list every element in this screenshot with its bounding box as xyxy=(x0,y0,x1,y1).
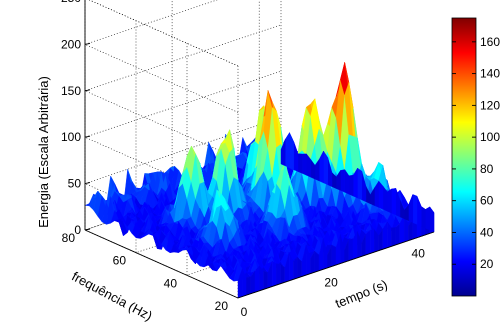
colorbar-ticks: 20 40 60 80 100 120 140 160 xyxy=(452,35,500,271)
colorbar-tick-label: 100 xyxy=(480,130,500,144)
y-tick-label: 20 xyxy=(215,299,229,313)
surface-skirt xyxy=(391,188,396,216)
z-tick-label: 50 xyxy=(68,177,82,191)
z-tick-label: 250 xyxy=(61,0,81,5)
colorbar-tick-label: 120 xyxy=(480,98,500,112)
y-tick-label: 80 xyxy=(62,231,76,245)
surface-skirt xyxy=(254,265,260,293)
surface-skirt xyxy=(378,180,384,210)
x-tick-label: 0 xyxy=(241,305,248,319)
surface-skirt xyxy=(280,264,286,284)
z-tick-label: 100 xyxy=(61,130,81,144)
surface-skirt xyxy=(246,276,252,296)
surface-skirt xyxy=(421,206,426,229)
surface-skirt xyxy=(348,238,354,261)
surface-skirt xyxy=(391,227,396,247)
surface-skirt xyxy=(331,244,337,267)
surface-skirt xyxy=(285,132,290,169)
surface-skirt xyxy=(357,167,362,201)
colorbar-tick-label: 160 xyxy=(480,35,500,49)
y-axis-ticks: 20 40 60 80 xyxy=(62,231,229,313)
z-tick-label: 0 xyxy=(74,223,81,237)
surface-skirt xyxy=(387,188,392,214)
surface-skirt xyxy=(314,250,320,273)
y-tick-label: 40 xyxy=(164,276,178,290)
colorbar-tick-label: 20 xyxy=(480,257,494,271)
x-tick-label: 20 xyxy=(324,276,338,290)
axes-grid xyxy=(84,0,435,299)
x-tick-label: 40 xyxy=(412,246,426,260)
colorbar xyxy=(451,17,477,297)
surface-skirt xyxy=(395,223,401,246)
surface-skirt xyxy=(293,257,298,280)
colorbar-tick-label: 80 xyxy=(480,162,494,176)
colorbar-tick-label: 60 xyxy=(480,194,494,208)
surface-skirt xyxy=(271,260,277,287)
surface-skirt xyxy=(302,153,307,176)
surface-skirt xyxy=(263,270,268,290)
z-tick-label: 200 xyxy=(61,37,81,51)
surface-skirt xyxy=(369,229,375,254)
surface-skirt xyxy=(348,174,354,197)
x-axis-ticks: 0 20 40 xyxy=(241,246,426,319)
axes-frame xyxy=(84,0,435,299)
surface-skirt xyxy=(412,194,418,225)
colorbar-tick-label: 140 xyxy=(480,67,500,81)
surface-skirt xyxy=(365,229,371,256)
surface-skirt xyxy=(297,153,303,174)
surface-skirt xyxy=(276,263,281,286)
colorbar-tick-label: 40 xyxy=(480,225,494,239)
surface-skirt xyxy=(340,169,345,193)
surface-skirt xyxy=(280,139,286,167)
z-axis-ticks: 0 50 100 150 200 250 xyxy=(61,0,91,237)
surface-skirt xyxy=(425,206,430,231)
z-axis-label: Energia (Escala Arbitrária) xyxy=(36,76,51,228)
energy-surface xyxy=(84,62,435,299)
y-tick-label: 60 xyxy=(113,254,127,268)
z-tick-label: 150 xyxy=(61,84,81,98)
